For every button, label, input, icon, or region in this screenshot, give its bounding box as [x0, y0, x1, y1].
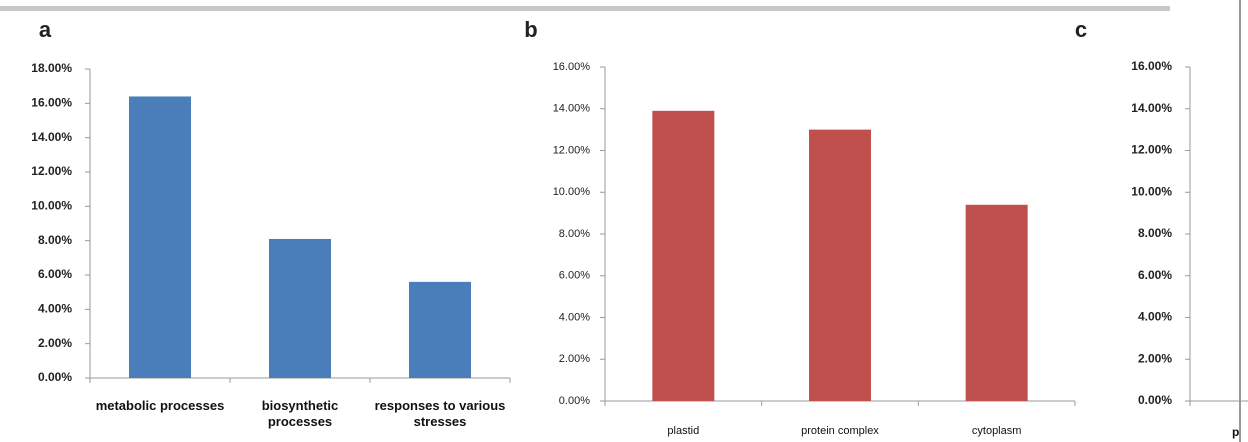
y-tick-label: 0.00% — [38, 370, 72, 384]
y-tick-label: 10.00% — [553, 186, 591, 198]
y-tick-label: 6.00% — [38, 267, 72, 281]
y-tick-label: 12.00% — [553, 144, 591, 156]
y-tick-label: 8.00% — [1138, 226, 1172, 240]
y-tick-label: 16.00% — [31, 96, 72, 110]
y-tick-label: 10.00% — [31, 199, 72, 213]
bar — [652, 110, 715, 402]
x-tick-label: cytoplasm — [971, 425, 1022, 437]
y-tick-label: 16.00% — [553, 61, 591, 73]
x-tick-label: protein complex — [801, 425, 879, 437]
bar — [965, 204, 1028, 401]
y-tick-label: 2.00% — [38, 336, 72, 350]
panel-label: c — [1075, 17, 1087, 42]
bar — [269, 238, 331, 378]
panel-label: b — [524, 17, 537, 42]
y-tick-label: 14.00% — [553, 103, 591, 115]
y-tick-label: 6.00% — [559, 270, 590, 282]
bar — [809, 129, 871, 401]
top-rule — [0, 6, 1170, 11]
y-tick-label: 2.00% — [559, 353, 590, 365]
y-tick-label: 16.00% — [1131, 59, 1172, 73]
bar — [129, 96, 191, 378]
y-tick-label: 10.00% — [1131, 184, 1172, 198]
y-tick-label: 4.00% — [559, 311, 590, 323]
y-tick-label: 4.00% — [38, 302, 72, 316]
y-tick-label: 2.00% — [1138, 351, 1172, 365]
panel-label: a — [39, 17, 52, 42]
bar — [409, 281, 471, 378]
x-tick-label: plastid — [667, 425, 700, 437]
y-tick-label: 12.00% — [31, 164, 72, 178]
y-tick-label: 8.00% — [38, 233, 72, 247]
y-tick-label: 12.00% — [1131, 143, 1172, 157]
x-tick-label: metabolic processes — [95, 398, 225, 413]
y-tick-label: 6.00% — [1138, 268, 1172, 282]
y-tick-label: 4.00% — [1138, 310, 1172, 324]
y-tick-label: 8.00% — [559, 228, 590, 240]
y-tick-label: 14.00% — [1131, 101, 1172, 115]
y-tick-label: 18.00% — [31, 61, 72, 75]
y-tick-label: 0.00% — [1138, 393, 1172, 407]
x-tick-label: responses to various stresses — [374, 398, 506, 429]
y-tick-label: 14.00% — [31, 130, 72, 144]
x-tick-label: p — [1232, 425, 1240, 439]
y-tick-label: 0.00% — [559, 395, 590, 407]
x-tick-label: biosynthetic processes — [261, 398, 339, 429]
